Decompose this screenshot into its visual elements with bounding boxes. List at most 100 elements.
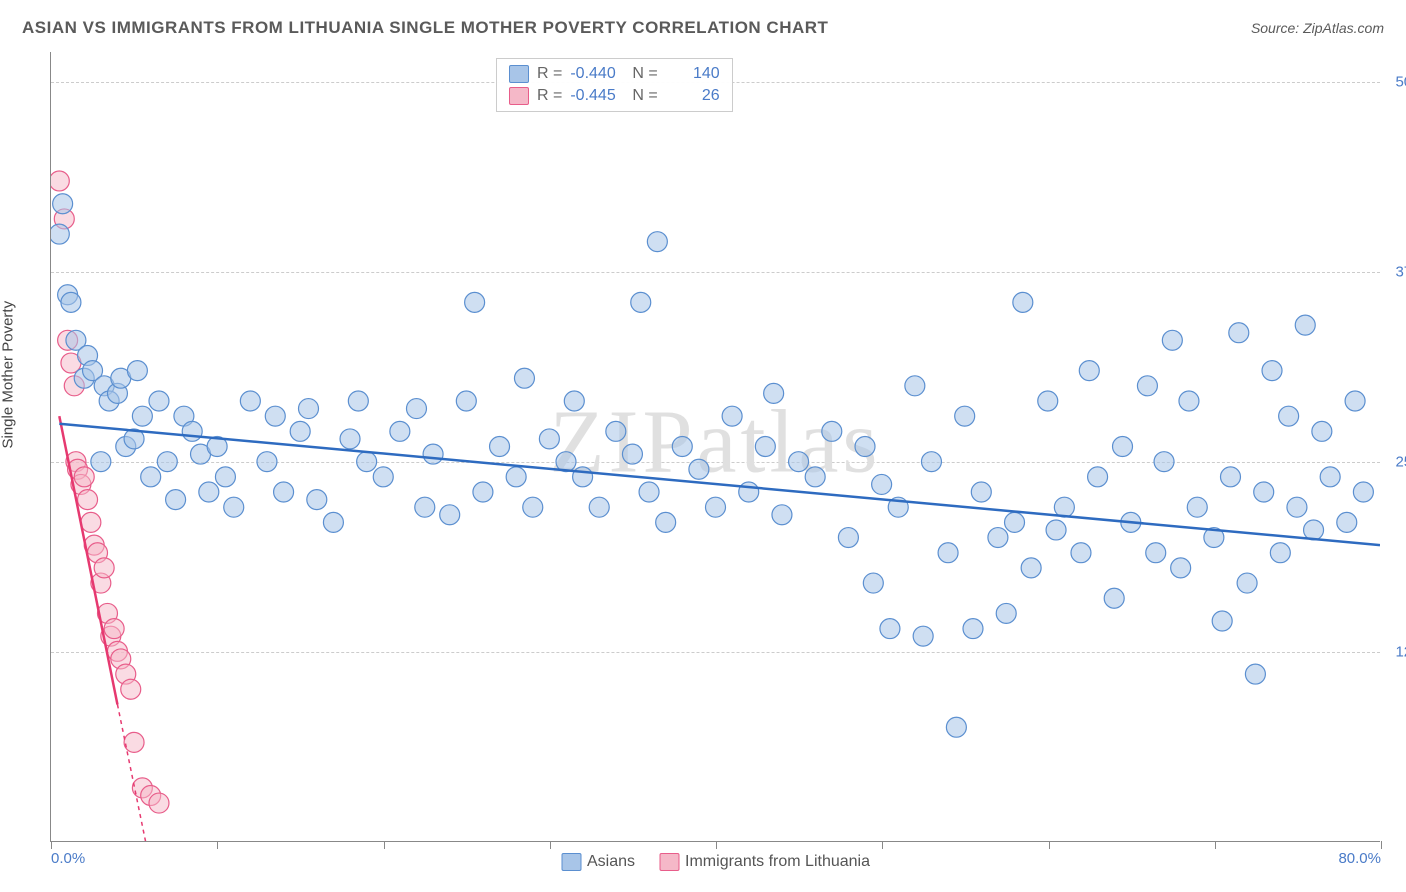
data-point [1187,497,1207,517]
data-point [1312,421,1332,441]
x-tick [51,841,52,849]
data-point [1104,588,1124,608]
data-point [124,732,144,752]
chart-plot-area: ZIPatlas R = -0.440 N = 140 R = -0.445 N… [50,52,1380,842]
data-point [1113,437,1133,457]
data-point [863,573,883,593]
data-point [1179,391,1199,411]
data-point [166,490,186,510]
data-point [1245,664,1265,684]
data-point [996,603,1016,623]
data-point [689,459,709,479]
data-point [647,232,667,252]
data-point [955,406,975,426]
data-point [1079,361,1099,381]
data-point [1054,497,1074,517]
data-point [299,399,319,419]
data-point [357,452,377,472]
n-label: N = [632,65,657,83]
data-point [1013,292,1033,312]
data-point [1171,558,1191,578]
legend-item: Asians [561,853,635,871]
data-point [656,512,676,532]
data-point [1154,452,1174,472]
data-point [465,292,485,312]
data-point [215,467,235,487]
data-point [1237,573,1257,593]
data-point [905,376,925,396]
data-point [149,793,169,813]
data-point [722,406,742,426]
data-point [473,482,493,502]
data-point [639,482,659,502]
data-point [415,497,435,517]
data-point [1262,361,1282,381]
data-point [423,444,443,464]
x-tick [550,841,551,849]
data-point [1270,543,1290,563]
data-point [1304,520,1324,540]
stats-row: R = -0.445 N = 26 [509,85,720,107]
data-point [290,421,310,441]
data-point [789,452,809,472]
r-value: -0.440 [570,65,624,83]
data-point [81,512,101,532]
data-point [622,444,642,464]
data-point [53,194,73,214]
x-tick [384,841,385,849]
data-point [739,482,759,502]
data-point [1279,406,1299,426]
data-point [440,505,460,525]
data-point [1254,482,1274,502]
data-point [274,482,294,502]
data-point [1137,376,1157,396]
n-label: N = [632,87,657,105]
data-point [1320,467,1340,487]
data-point [772,505,792,525]
data-point [390,421,410,441]
legend-swatch [659,853,679,871]
legend-label: Immigrants from Lithuania [685,853,870,871]
data-point [971,482,991,502]
data-point [91,452,111,472]
x-tick-label: 80.0% [1338,850,1381,867]
y-tick-label: 37.5% [1395,264,1406,281]
data-point [257,452,277,472]
data-point [755,437,775,457]
legend-item: Immigrants from Lithuania [659,853,870,871]
x-tick [1381,841,1382,849]
data-point [94,558,114,578]
data-point [506,467,526,487]
data-point [127,361,147,381]
data-point [921,452,941,472]
data-point [539,429,559,449]
data-point [78,490,98,510]
data-point [265,406,285,426]
stats-legend-box: R = -0.440 N = 140 R = -0.445 N = 26 [496,58,733,112]
data-point [323,512,343,532]
data-point [348,391,368,411]
data-point [121,679,141,699]
data-point [51,224,69,244]
x-tick [1215,841,1216,849]
data-point [938,543,958,563]
data-point [340,429,360,449]
data-point [1287,497,1307,517]
n-value: 26 [666,87,720,105]
data-point [805,467,825,487]
data-point [224,497,244,517]
data-point [1229,323,1249,343]
data-point [838,528,858,548]
stats-row: R = -0.440 N = 140 [509,63,720,85]
data-point [456,391,476,411]
data-point [199,482,219,502]
data-point [1353,482,1373,502]
series-swatch [509,87,529,105]
data-point [406,399,426,419]
data-point [1146,543,1166,563]
data-point [1337,512,1357,532]
data-point [1162,330,1182,350]
data-point [631,292,651,312]
data-point [589,497,609,517]
data-point [51,171,69,191]
